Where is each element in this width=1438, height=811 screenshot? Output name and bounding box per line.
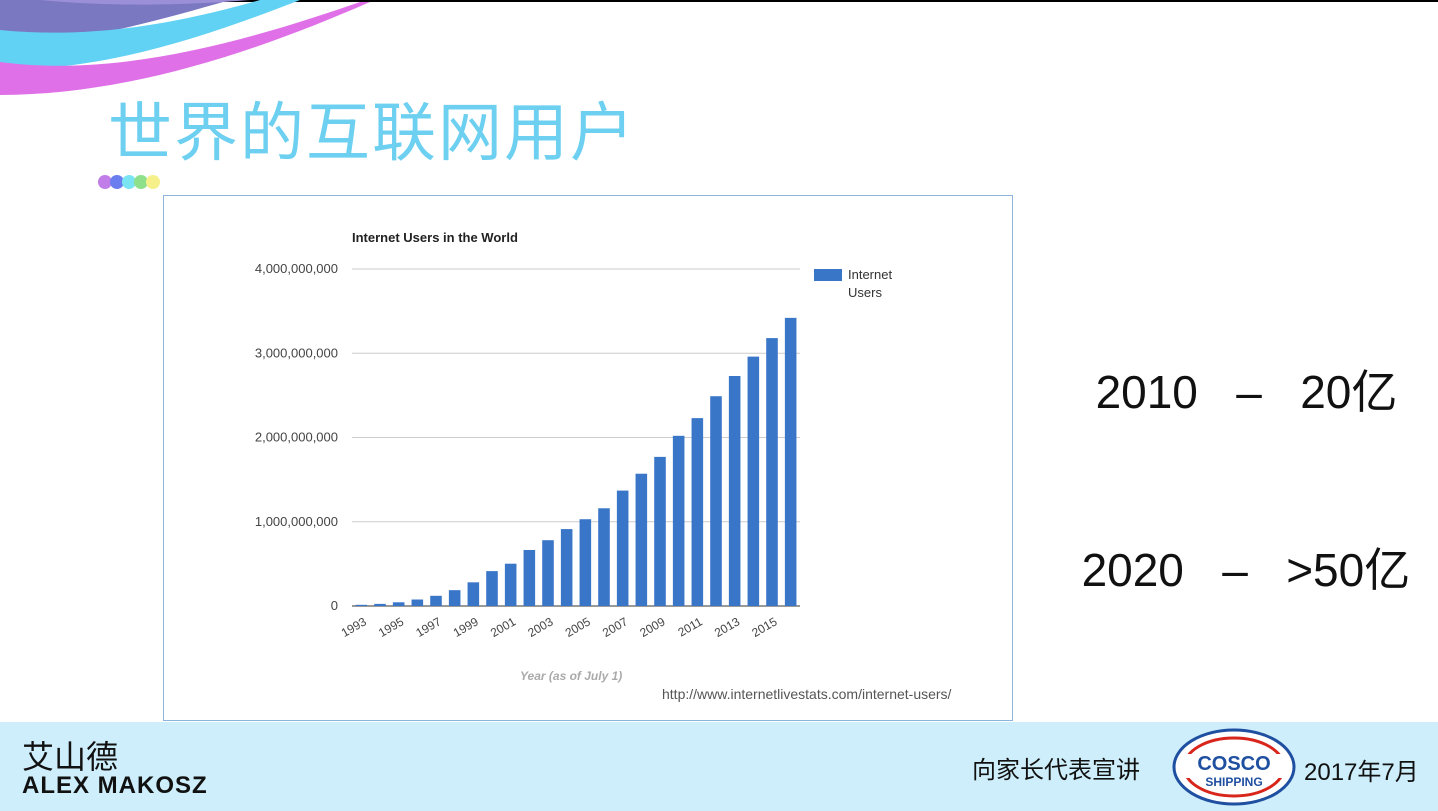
x-tick-label: 1999 xyxy=(451,614,481,640)
footer-bar: 艾山德 ALEX MAKOSZ 向家长代表宣讲 COSCO SHIPPING 2… xyxy=(0,722,1438,811)
accent-dot xyxy=(146,175,160,189)
stat-2010: 2010 – 20亿 xyxy=(1070,302,1398,422)
stat-year: 2010 xyxy=(1095,366,1198,418)
bar-2010 xyxy=(672,435,685,606)
bar-2013 xyxy=(728,375,741,606)
stat-dash: – xyxy=(1222,544,1248,596)
x-tick-label: 1995 xyxy=(376,614,406,640)
x-tick-label: 1997 xyxy=(413,614,443,640)
x-tick-label: 2007 xyxy=(600,614,630,640)
bar-2000 xyxy=(486,571,498,606)
bar-2011 xyxy=(691,418,704,606)
decorative-swoosh xyxy=(0,0,370,95)
bar-2009 xyxy=(654,456,666,606)
bar-1995 xyxy=(392,602,405,606)
cosco-shipping-logo: COSCO SHIPPING xyxy=(1172,728,1296,806)
bar-2015 xyxy=(766,338,778,606)
accent-dot xyxy=(134,175,148,189)
slide-title: 世界的互联网用户 xyxy=(108,97,636,171)
x-tick-label: 2009 xyxy=(637,614,667,640)
x-tick-label: 2013 xyxy=(712,614,742,640)
top-border-line xyxy=(0,0,1438,2)
legend-swatch xyxy=(814,269,842,281)
bar-chart: 4,000,000,000 3,000,000,000 2,000,000,000 1… xyxy=(255,261,800,640)
bar-2001 xyxy=(504,563,517,606)
y-tick-label: 2,000,000,000 xyxy=(255,430,338,445)
chart-panel: 4,000,000,000 3,000,000,000 2,000,000,000 1… xyxy=(163,195,1013,721)
x-tick-label: 2015 xyxy=(749,614,779,640)
bar-2004 xyxy=(560,529,573,606)
bar-2014 xyxy=(747,356,760,606)
stat-value: >50亿 xyxy=(1286,544,1411,596)
source-url: http://www.internetlivestats.com/interne… xyxy=(662,686,952,702)
y-tick-label: 3,000,000,000 xyxy=(255,345,338,360)
bar-1994 xyxy=(374,603,386,606)
x-axis-title: Year (as of July 1) xyxy=(520,669,623,683)
speaker-name-english: ALEX MAKOSZ xyxy=(22,772,208,799)
stat-2020: 2020 – >50亿 xyxy=(1056,480,1411,600)
presentation-date: 2017年7月 xyxy=(1304,759,1419,786)
x-tick-label: 2001 xyxy=(488,614,518,640)
bar-1997 xyxy=(430,595,442,606)
x-tick-label: 1993 xyxy=(339,614,369,640)
stat-value: 20亿 xyxy=(1300,366,1398,418)
event-title: 向家长代表宣讲 xyxy=(972,756,1140,784)
x-tick-label: 2003 xyxy=(525,614,555,640)
bar-2007 xyxy=(616,490,629,606)
stat-year: 2020 xyxy=(1081,544,1184,596)
logo-text-bottom: SHIPPING xyxy=(1205,775,1262,789)
y-tick-label: 1,000,000,000 xyxy=(255,514,338,529)
bar-1996 xyxy=(411,599,424,606)
bar-2005 xyxy=(579,519,592,606)
bar-1999 xyxy=(467,582,480,606)
legend-label: Internet Users xyxy=(848,267,893,300)
stat-dash: – xyxy=(1236,366,1262,418)
accent-dot xyxy=(110,175,124,189)
bar-2003 xyxy=(542,540,554,606)
bar-2008 xyxy=(635,473,648,606)
bar-2016 xyxy=(784,317,797,606)
bar-2002 xyxy=(523,549,536,606)
y-tick-label: 4,000,000,000 xyxy=(255,261,338,276)
accent-dot xyxy=(98,175,112,189)
speaker-name-chinese: 艾山德 xyxy=(22,738,119,776)
bar-1993 xyxy=(355,604,368,606)
chart-title: Internet Users in the World xyxy=(352,230,518,245)
bar-2012 xyxy=(710,396,722,606)
x-tick-label: 2005 xyxy=(563,614,593,640)
bar-1998 xyxy=(448,590,461,606)
bar-2006 xyxy=(598,508,610,606)
accent-dot xyxy=(122,175,136,189)
y-tick-label: 0 xyxy=(331,598,338,613)
logo-text-top: COSCO xyxy=(1197,753,1270,775)
x-tick-label: 2011 xyxy=(675,614,705,639)
